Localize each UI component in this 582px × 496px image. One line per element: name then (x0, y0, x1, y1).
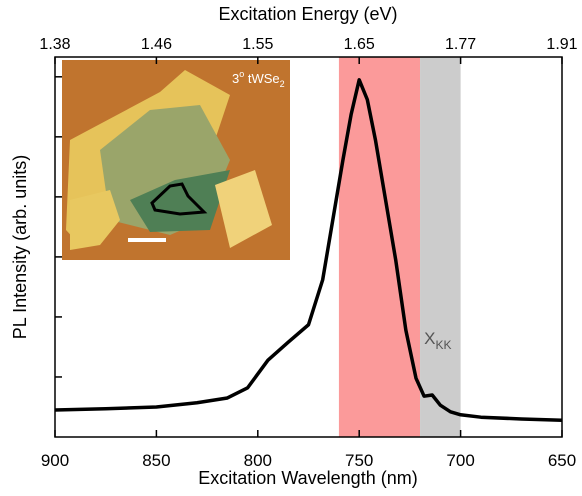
x2-tick-label: 1.46 (141, 36, 172, 53)
x-tick-label: 700 (446, 451, 474, 470)
x2-tick-label: 1.91 (546, 36, 577, 53)
x-tick-label: 850 (142, 451, 170, 470)
outline (150, 182, 208, 216)
x2-tick-label: 1.65 (344, 36, 375, 53)
flake (130, 170, 230, 232)
x2-tick-label: 1.55 (242, 36, 273, 53)
line (54, 78, 563, 422)
x2-tick-label: 1.38 (39, 36, 70, 53)
x-tick-label: 750 (345, 451, 373, 470)
flake (70, 190, 120, 250)
scale-bar (128, 238, 166, 242)
inset-micrograph: 3o tWSe2 (62, 60, 290, 260)
x2-tick-label: 1.77 (445, 36, 476, 53)
x-tick-label: 900 (41, 451, 69, 470)
y-axis-title: PL Intensity (arb. units) (10, 155, 30, 339)
bands (338, 57, 461, 437)
inset-label: 3o tWSe2 (232, 69, 285, 89)
plot-frame (54, 56, 563, 438)
band (420, 57, 461, 437)
band (338, 57, 421, 437)
x-tick-label: 800 (244, 451, 272, 470)
x-axis-title: Excitation Wavelength (nm) (198, 468, 417, 488)
annotation: XKK (424, 329, 451, 352)
x-tick-label: 650 (548, 451, 576, 470)
flake (215, 170, 272, 248)
x2-axis-title: Excitation Energy (eV) (218, 4, 397, 24)
